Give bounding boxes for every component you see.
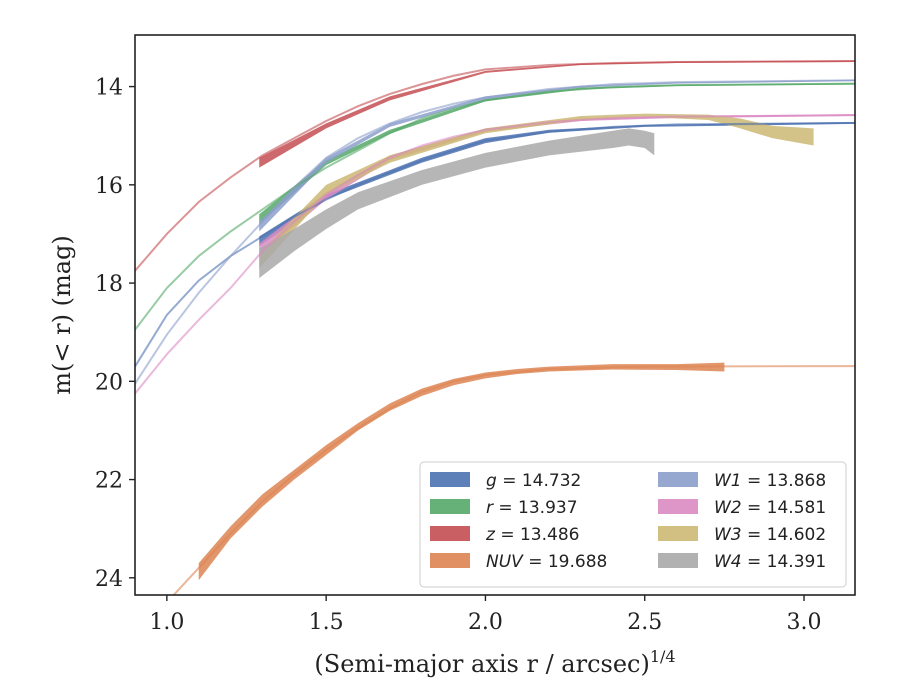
y-tick-label: 16 [95,174,123,199]
x-tick-label: 1.0 [149,610,184,635]
y-tick-label: 14 [95,76,123,101]
legend-swatch-r [430,499,470,514]
y-axis-ticks: 14 16 18 20 22 24 [95,76,135,592]
plot-frame [134,34,856,596]
y-axis-title: m(< r) (mag) [48,235,76,394]
legend-frame [419,461,847,588]
x-tick-label: 2.0 [468,610,503,635]
band-w3 [259,113,814,269]
legend-swatch-w2 [658,499,698,514]
legend-label-r: r = 13.937 [486,498,578,518]
y-tick-label: 24 [95,567,123,592]
model-curves [135,60,855,595]
x-tick-label: 3.0 [787,610,822,635]
legend-swatch-nuv [430,553,470,568]
legend-label-w3: W3 = 14.602 [714,525,826,545]
x-axis-title: (Semi-major axis r / arcsec)1/4 [314,647,675,678]
legend-swatch-w4 [658,553,698,568]
x-tick-label: 1.5 [309,610,344,635]
legend-swatch-w1 [658,472,698,487]
model-line-w2 [135,114,855,395]
x-axis-title-main: (Semi-major axis r / arcsec) [314,650,649,678]
legend-swatch-z [430,526,470,541]
legend: g = 14.732 r = 13.937 z = 13.486 NUV = 19.6… [419,461,847,588]
legend-label-nuv: NUV = 19.688 [486,552,607,572]
legend-label-w1: W1 = 13.868 [714,471,826,491]
model-line-g [135,121,855,368]
legend-label-w2: W2 = 14.581 [714,498,826,518]
x-axis-title-superscript: 1/4 [650,647,676,666]
y-tick-label: 22 [95,469,123,494]
model-line-z [135,60,855,272]
legend-label-w4: W4 = 14.391 [714,552,826,572]
model-line-r [135,82,855,331]
data-bands [198,60,855,581]
x-axis-ticks: 1.0 1.5 2.0 2.5 3.0 [149,595,822,635]
x-tick-label: 2.5 [627,610,662,635]
legend-label-z: z = 13.486 [485,525,579,545]
y-tick-label: 20 [95,370,123,395]
model-line-nuv [172,365,855,595]
legend-swatch-w3 [658,526,698,541]
band-nuv [198,362,725,581]
y-tick-label: 18 [95,272,123,297]
model-line-w1 [135,79,855,385]
band-w4 [259,128,655,279]
legend-swatch-g [430,472,470,487]
legend-label-g: g = 14.732 [486,471,581,491]
